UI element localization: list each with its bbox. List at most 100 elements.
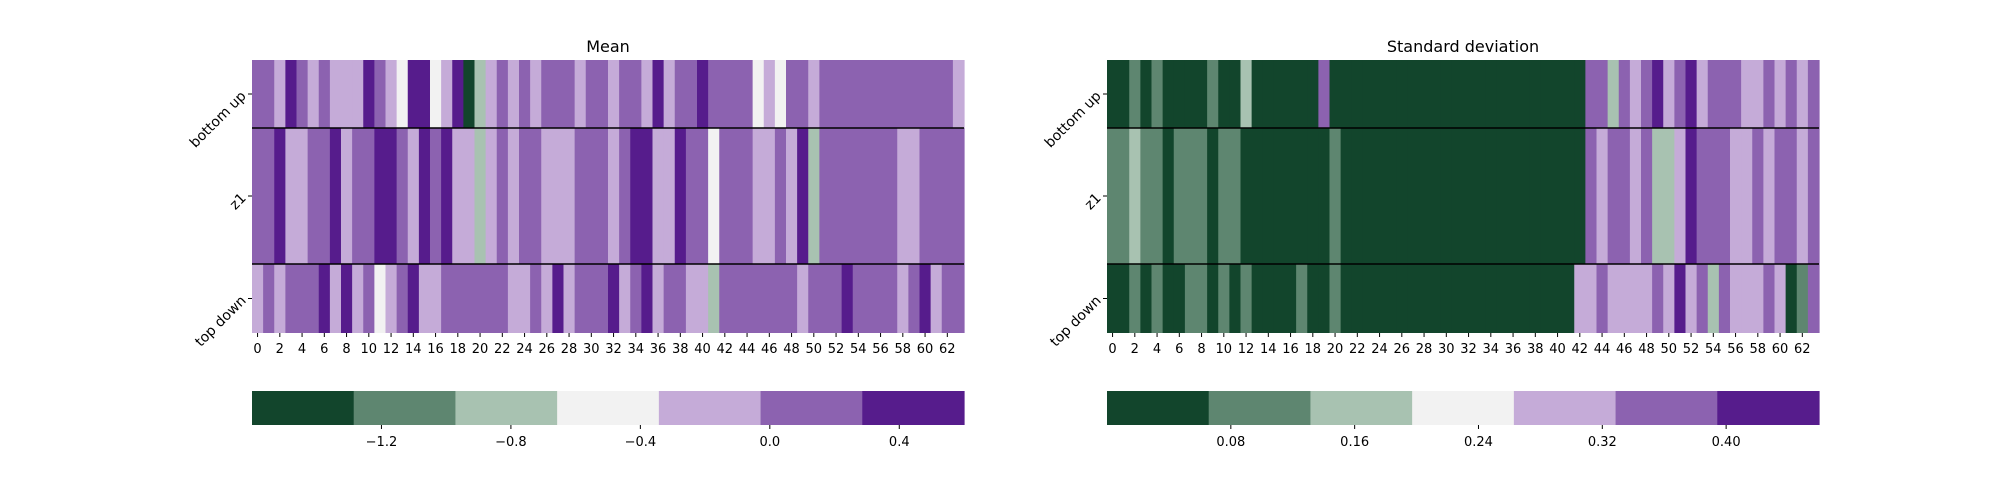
x-tick-label: 32 bbox=[1460, 342, 1477, 357]
x-tick-label: 12 bbox=[383, 342, 400, 357]
heatmap-cell bbox=[886, 264, 898, 333]
heatmap-cell bbox=[452, 60, 464, 128]
heatmap-cell bbox=[1207, 264, 1219, 333]
colorbar-segment bbox=[1615, 391, 1718, 425]
heatmap-cell bbox=[474, 60, 487, 128]
heatmap-cell bbox=[541, 60, 553, 128]
x-tick-label: 26 bbox=[1394, 342, 1411, 357]
heatmap-cell bbox=[1173, 128, 1186, 264]
x-tick-label: 38 bbox=[1527, 342, 1544, 357]
heatmap-cell bbox=[318, 264, 331, 333]
heatmap-cell bbox=[1540, 60, 1553, 128]
heatmap-cell bbox=[1563, 60, 1575, 128]
heatmap-cell bbox=[763, 128, 776, 264]
heatmap-cell bbox=[752, 264, 765, 333]
heatmap-cell bbox=[1296, 128, 1308, 264]
heatmap-cell bbox=[841, 60, 854, 128]
heatmap-cell bbox=[652, 60, 665, 128]
colorbar-segment bbox=[353, 391, 457, 425]
heatmap-cell bbox=[341, 264, 353, 333]
heatmap-cell bbox=[1474, 264, 1486, 333]
heatmap-cell bbox=[808, 264, 820, 333]
heatmap-cell bbox=[1741, 128, 1753, 264]
heatmap-cell bbox=[1752, 264, 1764, 333]
heatmap-cell bbox=[1585, 264, 1598, 333]
heatmap-cell bbox=[430, 128, 442, 264]
x-tick-label: 8 bbox=[342, 342, 350, 357]
heatmap-cell bbox=[1129, 128, 1141, 264]
x-tick-label: 8 bbox=[1197, 342, 1205, 357]
heatmap-cell bbox=[763, 60, 776, 128]
heatmap-cell bbox=[1318, 128, 1331, 264]
heatmap-cell bbox=[307, 60, 320, 128]
colorbar-segment bbox=[252, 391, 355, 425]
x-tick-label: 50 bbox=[1661, 342, 1678, 357]
heatmap-cell bbox=[396, 128, 409, 264]
heatmap-cell bbox=[708, 128, 720, 264]
heatmap-cell bbox=[1429, 264, 1442, 333]
heatmap-cell bbox=[496, 264, 509, 333]
y-tick-label: z1 bbox=[1082, 190, 1105, 213]
colorbar-tick-label: 0.24 bbox=[1464, 435, 1493, 450]
heatmap-cell bbox=[441, 60, 453, 128]
heatmap-cell bbox=[263, 128, 275, 264]
heatmap-cell bbox=[541, 264, 553, 333]
heatmap-cell bbox=[841, 128, 854, 264]
colorbar-tick-label: 0.0 bbox=[759, 435, 780, 450]
heatmap-cell bbox=[941, 128, 954, 264]
heatmap-cell bbox=[1574, 60, 1586, 128]
heatmap-cell bbox=[1463, 128, 1475, 264]
heatmap-cell bbox=[1807, 60, 1820, 128]
heatmap-cell bbox=[930, 60, 943, 128]
heatmap-cell bbox=[1374, 128, 1386, 264]
heatmap-cell bbox=[685, 264, 698, 333]
heatmap-cell bbox=[352, 60, 364, 128]
heatmap-cell bbox=[1685, 60, 1698, 128]
heatmap-cell bbox=[1229, 128, 1242, 264]
x-tick-label: 34 bbox=[1483, 342, 1500, 357]
heatmap-cell bbox=[719, 60, 731, 128]
x-tick-label: 44 bbox=[1594, 342, 1611, 357]
heatmap-cell bbox=[396, 264, 409, 333]
x-tick-label: 12 bbox=[1238, 342, 1255, 357]
heatmap-cell bbox=[1162, 264, 1175, 333]
heatmap-cell bbox=[574, 60, 587, 128]
heatmap-cell bbox=[875, 60, 887, 128]
heatmap-cell bbox=[1440, 264, 1453, 333]
heatmap-cell bbox=[897, 128, 909, 264]
heatmap-cell bbox=[1118, 264, 1130, 333]
heatmap-cell bbox=[263, 60, 275, 128]
heatmap-cell bbox=[507, 60, 520, 128]
x-tick-label: 14 bbox=[405, 342, 422, 357]
heatmap-cell bbox=[886, 128, 898, 264]
heatmap-cell bbox=[708, 264, 720, 333]
heatmap-cell bbox=[1474, 128, 1486, 264]
x-tick-label: 22 bbox=[494, 342, 511, 357]
heatmap-cell bbox=[630, 264, 642, 333]
heatmap-cell bbox=[1730, 128, 1742, 264]
heatmap-cell bbox=[1607, 60, 1620, 128]
heatmap-cell bbox=[1374, 264, 1386, 333]
heatmap-cell bbox=[1251, 128, 1264, 264]
heatmap-cell bbox=[1329, 264, 1342, 333]
heatmap-cell bbox=[552, 264, 565, 333]
x-tick-label: 52 bbox=[828, 342, 845, 357]
heatmap-cell bbox=[252, 128, 264, 264]
heatmap-cell bbox=[1741, 60, 1753, 128]
heatmap-cell bbox=[1340, 128, 1353, 264]
heatmap-cell bbox=[1618, 60, 1631, 128]
colorbar-tick-label: 0.4 bbox=[889, 435, 910, 450]
heatmap-cell bbox=[1529, 60, 1542, 128]
colorbar-segment bbox=[1513, 391, 1617, 425]
heatmap-cell bbox=[663, 128, 676, 264]
heatmap-cell bbox=[1285, 60, 1297, 128]
heatmap-cell bbox=[1585, 128, 1598, 264]
heatmap-cell bbox=[1218, 264, 1230, 333]
heatmap-cell bbox=[552, 128, 565, 264]
heatmap-cell bbox=[1763, 128, 1776, 264]
heatmap-cell bbox=[1273, 264, 1286, 333]
y-tick-label: bottom up bbox=[187, 88, 250, 151]
heatmap-cell bbox=[352, 264, 364, 333]
x-tick-label: 2 bbox=[1131, 342, 1139, 357]
